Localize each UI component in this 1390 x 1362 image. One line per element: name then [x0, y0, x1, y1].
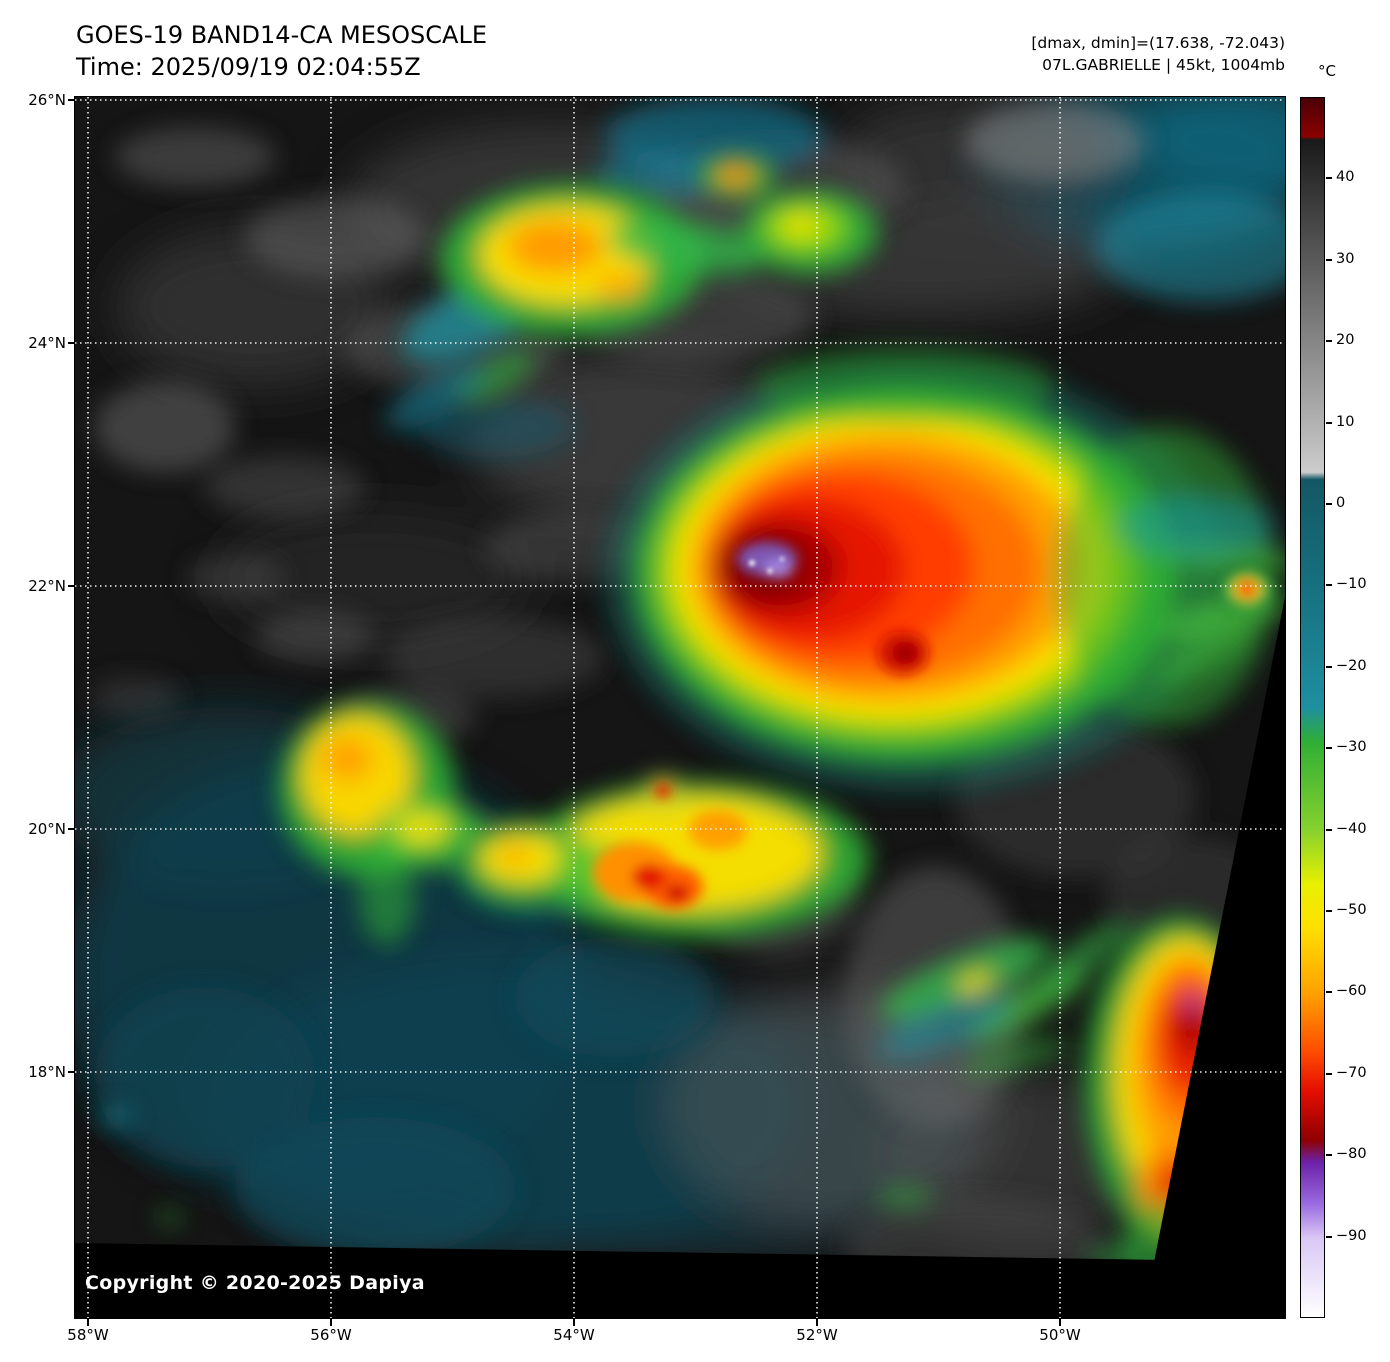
no-data-wedge — [1143, 597, 1285, 1318]
colorbar-tick — [1326, 422, 1332, 424]
lat-tick — [68, 828, 75, 830]
colorbar-tick — [1326, 1236, 1332, 1238]
colorbar-tick-label: −30 — [1336, 739, 1367, 755]
colorbar-tick-label: 10 — [1336, 414, 1355, 430]
lat-tick — [68, 1071, 75, 1073]
lat-tick-label: 24°N — [28, 334, 66, 352]
annotation-block: [dmax, dmin]=(17.638, -72.043) 07L.GABRI… — [1031, 32, 1285, 77]
colorbar-tick-label: 30 — [1336, 251, 1355, 267]
satellite-map: Copyright © 2020-2025 Dapiya — [74, 96, 1286, 1319]
lat-tick-label: 18°N — [28, 1063, 66, 1081]
colorbar-tick — [1326, 340, 1332, 342]
colorbar-tick — [1326, 747, 1332, 749]
colorbar-tick — [1326, 1154, 1332, 1156]
colorbar-tick — [1326, 666, 1332, 668]
lat-tick — [68, 585, 75, 587]
lat-tick-label: 22°N — [28, 577, 66, 595]
lon-tick — [573, 1319, 575, 1326]
lon-tick — [330, 1319, 332, 1326]
lon-tick-label: 56°W — [310, 1326, 352, 1344]
colorbar-unit-label: °C — [1318, 62, 1336, 80]
colorbar-tick — [1326, 991, 1332, 993]
colorbar-tick — [1326, 910, 1332, 912]
colorbar-tick-label: −60 — [1336, 983, 1367, 999]
lon-tick — [816, 1319, 818, 1326]
title-block: GOES-19 BAND14-CA MESOSCALE Time: 2025/0… — [76, 20, 487, 83]
lat-tick-label: 20°N — [28, 820, 66, 838]
lat-tick — [68, 342, 75, 344]
colorbar-tick-label: −80 — [1336, 1146, 1367, 1162]
lon-tick-label: 50°W — [1039, 1326, 1081, 1344]
page-title: GOES-19 BAND14-CA MESOSCALE — [76, 21, 487, 49]
colorbar-gradient — [1300, 97, 1325, 1318]
colorbar-tick — [1326, 829, 1332, 831]
colorbar-tick — [1326, 259, 1332, 261]
satellite-image — [75, 97, 1285, 1318]
colorbar-tick-label: −20 — [1336, 658, 1367, 674]
copyright-watermark: Copyright © 2020-2025 Dapiya — [85, 1272, 425, 1294]
dmax-dmin-readout: [dmax, dmin]=(17.638, -72.043) — [1031, 34, 1285, 52]
colorbar-tick-label: 0 — [1336, 495, 1346, 511]
lon-tick-label: 52°W — [796, 1326, 838, 1344]
colorbar-tick — [1326, 177, 1332, 179]
colorbar-tick — [1326, 584, 1332, 586]
colorbar-tick-label: −70 — [1336, 1065, 1367, 1081]
colorbar-tick-label: 20 — [1336, 332, 1355, 348]
colorbar-tick-label: −10 — [1336, 576, 1367, 592]
lon-tick-label: 58°W — [67, 1326, 109, 1344]
colorbar-tick-label: −40 — [1336, 821, 1367, 837]
no-data-band — [75, 1243, 1167, 1318]
lon-tick — [1059, 1319, 1061, 1326]
colorbar-tick-label: 40 — [1336, 169, 1355, 185]
timestamp: Time: 2025/09/19 02:04:55Z — [76, 52, 421, 81]
storm-info-label: 07L.GABRIELLE | 45kt, 1004mb — [1042, 56, 1285, 75]
graticule — [75, 97, 1285, 1318]
lon-tick-label: 54°W — [553, 1326, 595, 1344]
lon-tick — [87, 1319, 89, 1326]
colorbar-tick — [1326, 1073, 1332, 1075]
lat-tick-label: 26°N — [28, 91, 66, 109]
colorbar-tick — [1326, 503, 1332, 505]
lat-tick — [68, 99, 75, 101]
colorbar-tick-label: −50 — [1336, 902, 1367, 918]
colorbar-tick-label: −90 — [1336, 1228, 1367, 1244]
